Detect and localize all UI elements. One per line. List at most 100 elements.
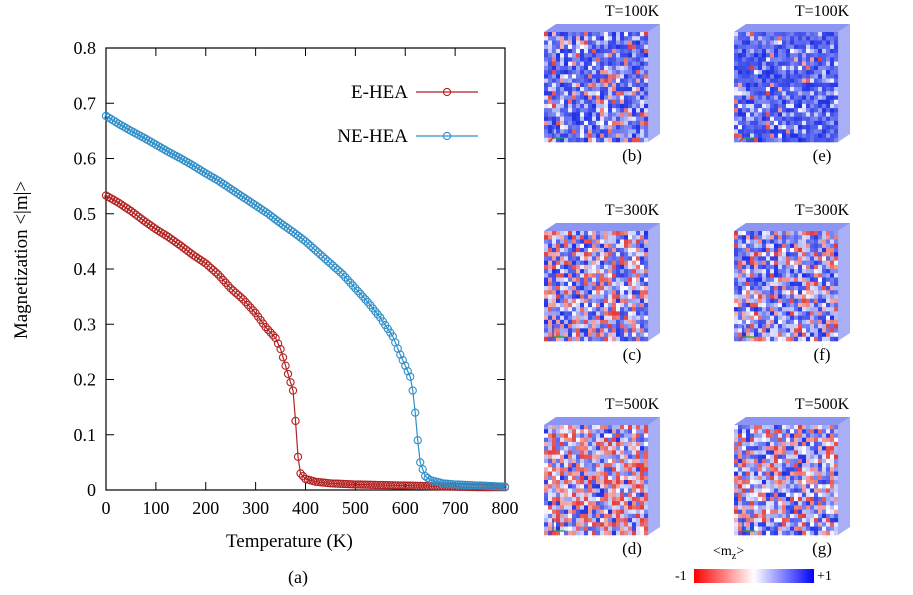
data-point [338,270,348,279]
plot-frame [105,47,506,491]
data-point [283,369,293,379]
data-point [326,259,335,268]
colorbar-max-label: +1 [817,569,832,584]
data-point [231,288,240,297]
data-point [336,268,345,277]
data-point [301,237,310,246]
data-point [341,273,350,282]
chart-caption: (a) [288,567,308,587]
data-point [278,353,288,362]
magnetization-chart: 0 100 200 300 400 500 600 700 800 0 0.1 0.2 0.3 0.4 0.… [74,38,519,518]
panel-caption: (c) [622,345,642,364]
data-point [281,361,290,370]
data-point [241,297,250,307]
panel-title: T=300K [794,202,850,219]
data-point [353,286,363,296]
y-tick-label: 0.5 [74,204,97,224]
y-tick-label: 0.4 [74,259,97,279]
data-point [291,416,300,426]
data-point [236,293,245,302]
panel-title: T=100K [794,3,850,20]
data-point [423,473,432,483]
axis-triad-icon [738,325,755,342]
x-tick-label: 700 [442,498,469,518]
axis-triad-icon [738,126,755,143]
data-point [323,257,333,266]
axis-triad-icon [548,519,565,536]
x-tick-label: 200 [192,498,219,518]
data-point [234,290,243,300]
data-point [500,482,510,491]
data-point [263,325,273,334]
data-point [356,289,365,299]
data-point [239,295,248,304]
x-tick-label: 0 [102,498,111,518]
data-point [398,356,407,365]
data-point [346,278,355,287]
y-tick-label: 0.3 [74,314,97,334]
y-tick-label: 0 [87,480,96,500]
legend-marker [442,87,452,97]
data-point [411,408,420,417]
data-point [226,284,235,293]
legend-label: NE-HEA [337,126,408,147]
data-point [343,275,353,285]
data-point [306,241,315,250]
y-tick-label: 0.8 [74,38,97,58]
axis-triad-icon [738,519,755,536]
spin-cube [544,223,660,342]
panel-title: T=100K [604,3,660,20]
data-point [396,350,405,359]
data-point [221,278,230,287]
data-point [298,235,308,244]
data-point [201,259,210,268]
x-tick-label: 600 [392,498,419,518]
data-point [209,265,218,275]
legend-marker [442,131,452,141]
data-point [358,292,368,301]
data-point [296,469,305,478]
data-point [293,452,303,461]
chart-legend: E-HEA NE-HEA [337,82,478,147]
data-point [495,482,505,491]
series-ne-hea [101,111,510,491]
data-point [248,306,258,315]
data-point [316,250,325,259]
data-point [406,372,415,381]
data-point [224,281,233,290]
data-point [413,436,422,445]
axis-triad-icon [548,126,565,143]
data-point [243,300,253,310]
data-point [216,273,225,282]
series-e-hea [101,191,510,492]
spin-cube [734,24,850,143]
data-point [211,268,220,277]
data-point [348,281,358,290]
data-point [321,254,330,264]
y-tick-label: 0.7 [74,93,97,113]
legend-label: E-HEA [351,82,408,103]
data-point [288,386,298,395]
data-point [286,378,295,387]
data-point [261,322,270,332]
x-tick-label: 100 [142,498,169,518]
data-point [401,361,410,370]
x-tick-label: 400 [292,498,319,518]
panel-caption: (f) [813,345,831,364]
x-tick-label: 500 [342,498,369,518]
panel-caption: (b) [622,146,642,165]
spin-cube [544,417,660,536]
data-point [403,367,412,376]
panel-title: T=500K [794,396,850,413]
data-point [311,246,320,255]
data-point [206,263,215,273]
data-point [328,261,338,270]
panel-title: T=300K [604,202,660,219]
data-point [408,386,417,395]
data-point [308,243,318,253]
data-point [331,263,340,273]
spin-cube [734,223,850,342]
colorbar-min-label: -1 [675,569,687,584]
panel-title: T=500K [604,396,660,413]
panel-caption: (e) [812,146,832,165]
